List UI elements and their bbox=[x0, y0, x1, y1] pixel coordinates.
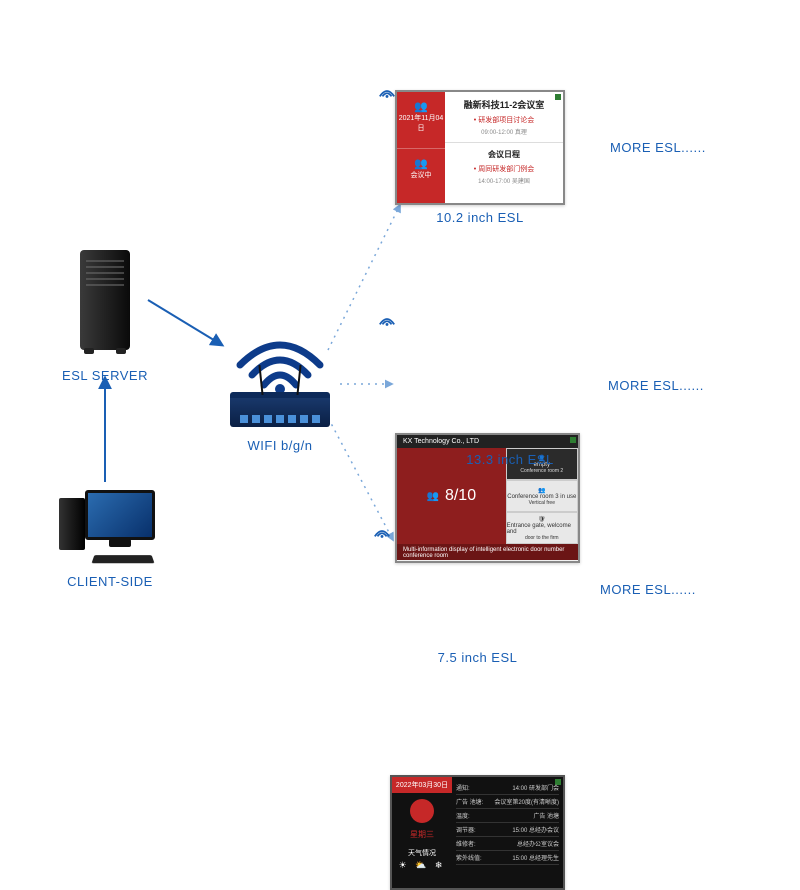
wifi-icon bbox=[230, 335, 330, 395]
esl2-header: KX Technology Co., LTD bbox=[397, 435, 578, 448]
edge-server-wifi bbox=[148, 300, 222, 345]
wifi-node bbox=[215, 335, 345, 427]
esl3-more: MORE ESL...... bbox=[600, 582, 696, 597]
wifi-indicator-icon bbox=[378, 82, 396, 100]
esl-10-2-screen: 👥 2021年11月04日 👥 会议中 融新科技11-2会议室 • 研发部项目讨… bbox=[395, 90, 565, 205]
esl3-weather-label: 天气情况 bbox=[392, 848, 452, 858]
esl3-row: 调节器:15:00 总经办会议 bbox=[456, 823, 559, 837]
esl2-more: MORE ESL...... bbox=[608, 378, 704, 393]
wifi-indicator-icon bbox=[373, 522, 391, 540]
esl3-date: 2022年03月30日 bbox=[392, 777, 452, 793]
esl-7-5-screen: 2022年03月30日 星期三 天气情况 ☀ ⛅ ❄ 通知:14:00 研发部门… bbox=[390, 775, 565, 890]
esl2-label: 13.3 inch ESL bbox=[440, 452, 580, 467]
esl3-label: 7.5 inch ESL bbox=[390, 650, 565, 665]
esl3-row: 通知:14:00 研发部门会 bbox=[456, 781, 559, 795]
esl1-label: 10.2 inch ESL bbox=[395, 210, 565, 225]
esl3-row: 温度:广告 池塘 bbox=[456, 809, 559, 823]
keyboard-icon bbox=[91, 555, 154, 563]
wifi-indicator-icon bbox=[378, 310, 396, 328]
pc-tower-icon bbox=[59, 498, 85, 550]
esl3-row: 广告 池塘:会议室第20度(有清晰度) bbox=[456, 795, 559, 809]
esl1-more: MORE ESL...... bbox=[610, 140, 706, 155]
esl2-footer: Multi-information display of intelligent… bbox=[397, 544, 578, 560]
server-node bbox=[70, 250, 140, 360]
monitor-icon bbox=[85, 490, 155, 540]
server-icon bbox=[80, 250, 130, 350]
esl3-row: 紫外线值:15:00 总经理先生 bbox=[456, 851, 559, 865]
esl1-date: 2021年11月04日 bbox=[397, 113, 445, 133]
server-label: ESL SERVER bbox=[50, 368, 160, 383]
router-icon bbox=[230, 395, 330, 427]
client-label: CLIENT-SIDE bbox=[50, 574, 170, 589]
esl1-title: 融新科技11-2会议室 bbox=[445, 92, 563, 111]
avatar-icon bbox=[410, 799, 434, 823]
edge-wifi-esl1 bbox=[328, 205, 400, 350]
esl1-status: 会议中 bbox=[397, 170, 445, 180]
esl3-day: 星期三 bbox=[392, 829, 452, 840]
edge-wifi-esl3 bbox=[325, 412, 393, 540]
wifi-label: WIFI b/g/n bbox=[215, 438, 345, 453]
esl3-info-rows: 通知:14:00 研发部门会广告 池塘:会议室第20度(有清晰度)温度:广告 池… bbox=[452, 777, 563, 888]
client-node bbox=[55, 490, 165, 564]
esl3-row: 维修者:总经办公室议会 bbox=[456, 837, 559, 851]
